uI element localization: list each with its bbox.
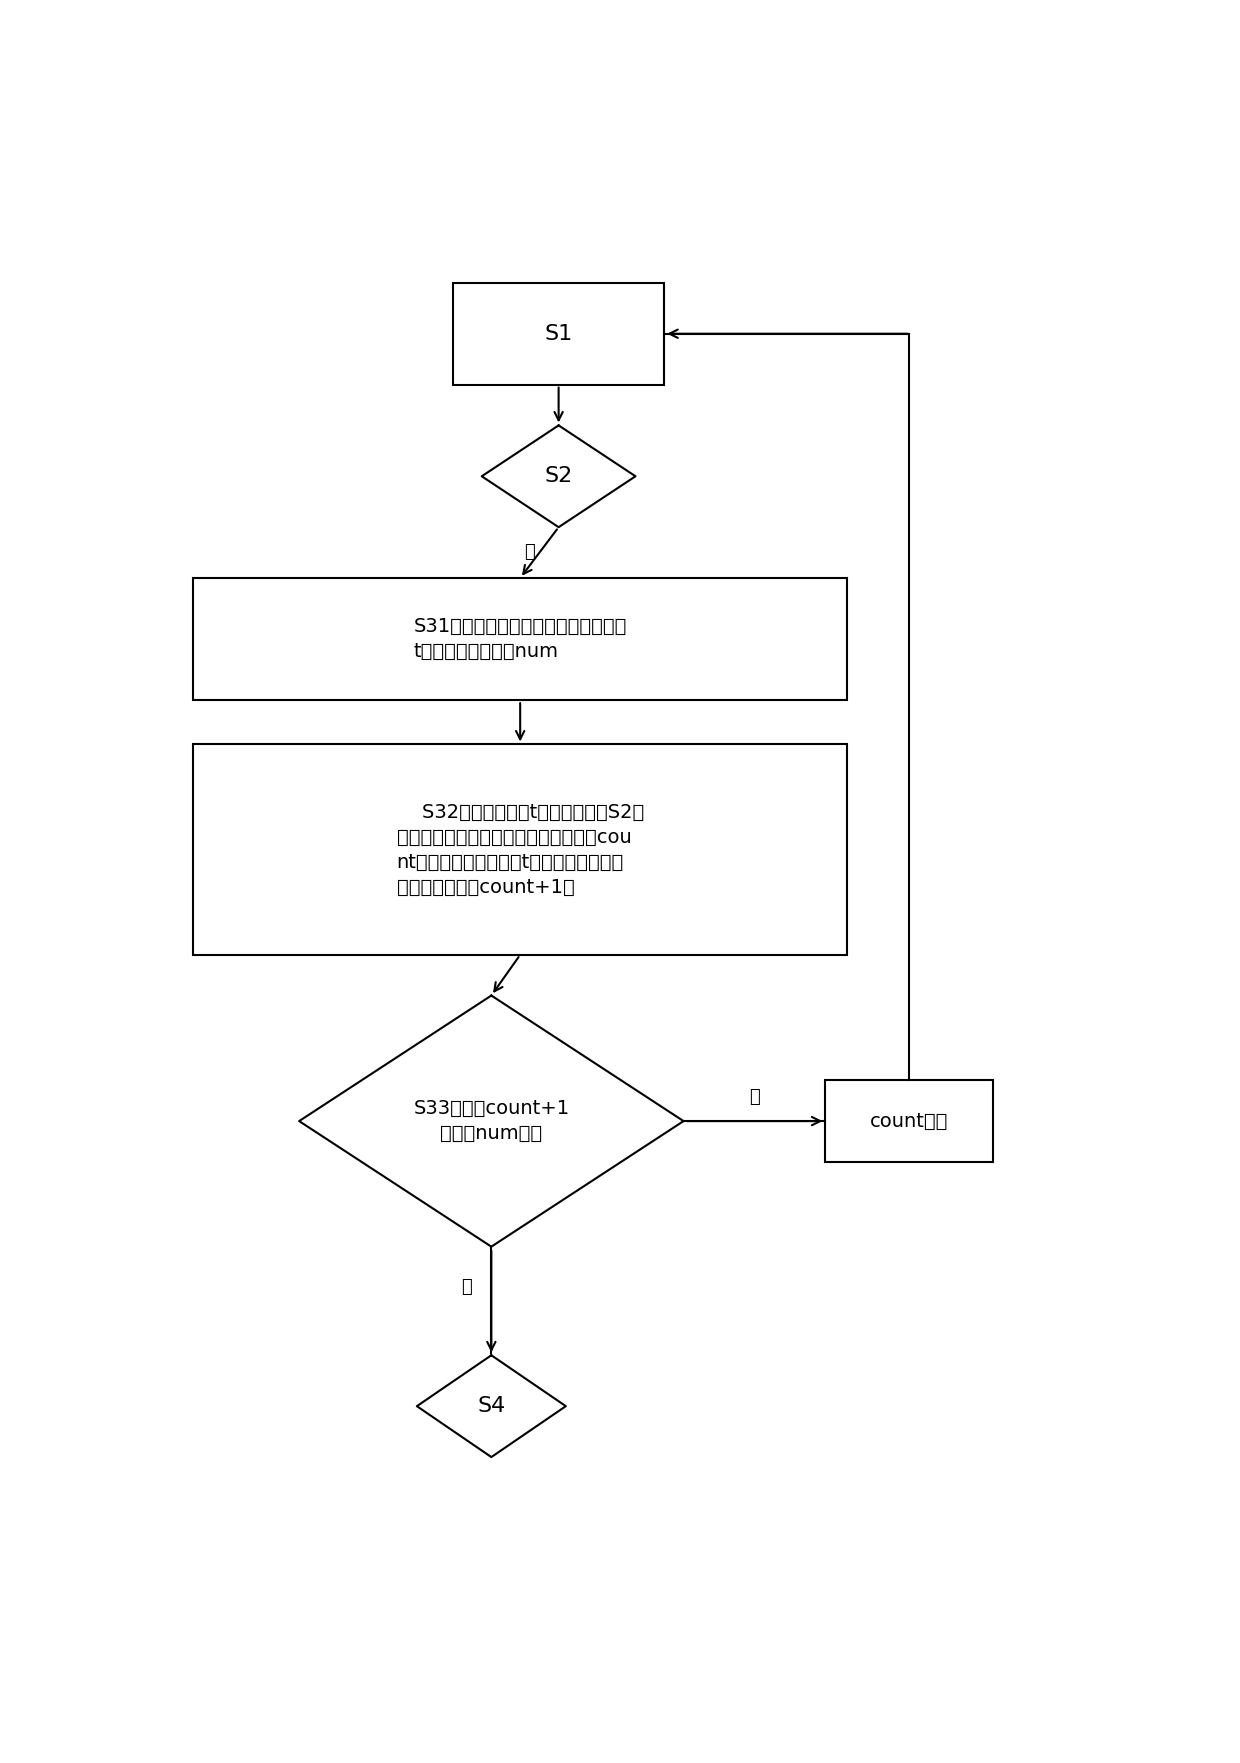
Text: 否: 否 bbox=[523, 543, 534, 561]
Text: S1: S1 bbox=[544, 324, 573, 344]
Bar bbox=[453, 282, 665, 384]
Bar bbox=[193, 744, 847, 956]
Text: 是: 是 bbox=[461, 1278, 472, 1296]
Text: S33，判断count+1
是否与num相等: S33，判断count+1 是否与num相等 bbox=[413, 1098, 569, 1142]
Text: S4: S4 bbox=[477, 1396, 506, 1416]
Text: S31，预设各个部件对应的预设周期为
t，预设接收次数为num: S31，预设各个部件对应的预设周期为 t，预设接收次数为num bbox=[413, 617, 627, 661]
Text: 否: 否 bbox=[749, 1088, 760, 1105]
Bar bbox=[193, 578, 847, 700]
Bar bbox=[826, 1081, 993, 1162]
Text: count清零: count清零 bbox=[870, 1112, 949, 1130]
Text: S2: S2 bbox=[544, 465, 573, 487]
Text: S32，在单个周期t内未收到步骤S2未
收到报文的部件的报文，设为接收计数cou
nt，连续一个单个周期t内未收到该部件报
文，则接收计数count+1；: S32，在单个周期t内未收到步骤S2未 收到报文的部件的报文，设为接收计数cou… bbox=[397, 802, 644, 897]
